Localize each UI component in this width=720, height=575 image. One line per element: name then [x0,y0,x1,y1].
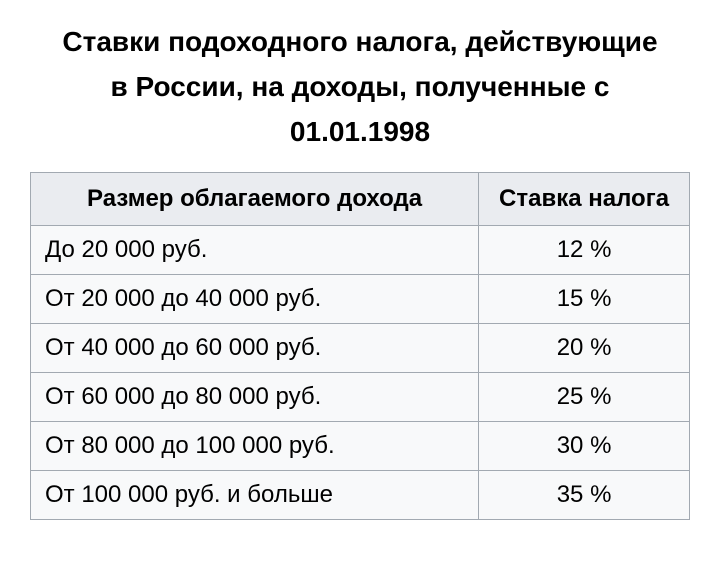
col-header-rate: Ставка налога [479,173,690,226]
page-title: Ставки подоходного налога, действующие в… [30,20,690,154]
title-line-1: Ставки подоходного налога, действующие [62,26,657,57]
table-row: От 60 000 до 80 000 руб. 25 % [31,373,690,422]
cell-rate: 35 % [479,471,690,520]
cell-income: От 100 000 руб. и больше [31,471,479,520]
cell-rate: 20 % [479,324,690,373]
cell-income: От 80 000 до 100 000 руб. [31,422,479,471]
cell-rate: 12 % [479,226,690,275]
table-header-row: Размер облагаемого дохода Ставка налога [31,173,690,226]
table-row: От 20 000 до 40 000 руб. 15 % [31,275,690,324]
table-row: От 80 000 до 100 000 руб. 30 % [31,422,690,471]
title-line-2: в России, на доходы, полученные с [111,71,610,102]
title-line-3: 01.01.1998 [290,116,430,147]
tax-rates-table: Размер облагаемого дохода Ставка налога … [30,172,690,520]
cell-income: От 20 000 до 40 000 руб. [31,275,479,324]
table-row: От 100 000 руб. и больше 35 % [31,471,690,520]
cell-income: От 40 000 до 60 000 руб. [31,324,479,373]
cell-rate: 15 % [479,275,690,324]
cell-rate: 30 % [479,422,690,471]
table-row: От 40 000 до 60 000 руб. 20 % [31,324,690,373]
cell-income: До 20 000 руб. [31,226,479,275]
cell-income: От 60 000 до 80 000 руб. [31,373,479,422]
col-header-income: Размер облагаемого дохода [31,173,479,226]
cell-rate: 25 % [479,373,690,422]
table-row: До 20 000 руб. 12 % [31,226,690,275]
